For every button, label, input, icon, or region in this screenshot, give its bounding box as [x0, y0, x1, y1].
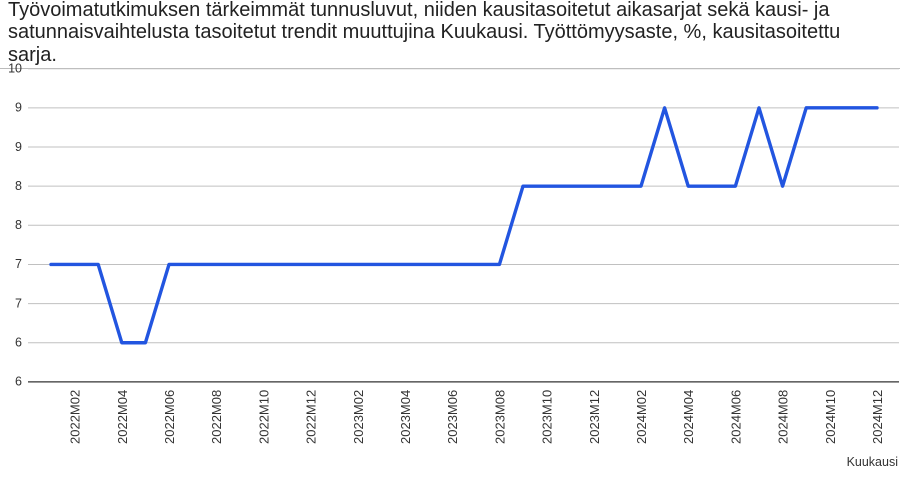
svg-text:2022M06: 2022M06 — [162, 390, 177, 444]
svg-text:2022M10: 2022M10 — [256, 390, 271, 444]
svg-text:8: 8 — [15, 218, 22, 232]
svg-text:2022M08: 2022M08 — [209, 390, 224, 444]
svg-text:2023M12: 2023M12 — [587, 390, 602, 444]
svg-text:8: 8 — [15, 179, 22, 193]
svg-text:2023M10: 2023M10 — [540, 390, 555, 444]
svg-text:2024M04: 2024M04 — [681, 390, 696, 444]
svg-text:2022M02: 2022M02 — [68, 390, 83, 444]
svg-text:2023M02: 2023M02 — [351, 390, 366, 444]
svg-text:9: 9 — [15, 140, 22, 154]
svg-text:6: 6 — [15, 375, 22, 389]
svg-text:2024M08: 2024M08 — [776, 390, 791, 444]
svg-text:2023M06: 2023M06 — [445, 390, 460, 444]
svg-text:2024M12: 2024M12 — [870, 390, 885, 444]
svg-text:9: 9 — [15, 101, 22, 115]
svg-text:10: 10 — [8, 62, 22, 76]
svg-text:2023M08: 2023M08 — [492, 390, 507, 444]
svg-text:2022M04: 2022M04 — [115, 390, 130, 444]
svg-text:2024M02: 2024M02 — [634, 390, 649, 444]
svg-text:2024M06: 2024M06 — [728, 390, 743, 444]
svg-text:2022M12: 2022M12 — [304, 390, 319, 444]
svg-text:2024M10: 2024M10 — [823, 390, 838, 444]
svg-text:7: 7 — [15, 296, 22, 310]
svg-text:Kuukausi: Kuukausi — [847, 455, 898, 469]
svg-text:2023M04: 2023M04 — [398, 390, 413, 444]
svg-text:7: 7 — [15, 257, 22, 271]
svg-text:6: 6 — [15, 336, 22, 350]
